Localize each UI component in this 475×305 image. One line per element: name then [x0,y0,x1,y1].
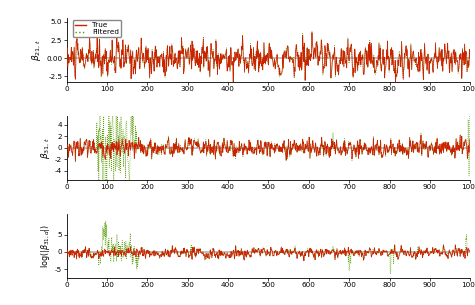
Y-axis label: $\beta_{31,t}$: $\beta_{31,t}$ [39,137,52,159]
Y-axis label: $\log(|\beta_{31,d}|)$: $\log(|\beta_{31,d}|)$ [39,224,52,268]
Y-axis label: $\beta_{21,t}$: $\beta_{21,t}$ [30,39,43,61]
Legend: True, Filtered: True, Filtered [73,20,122,37]
